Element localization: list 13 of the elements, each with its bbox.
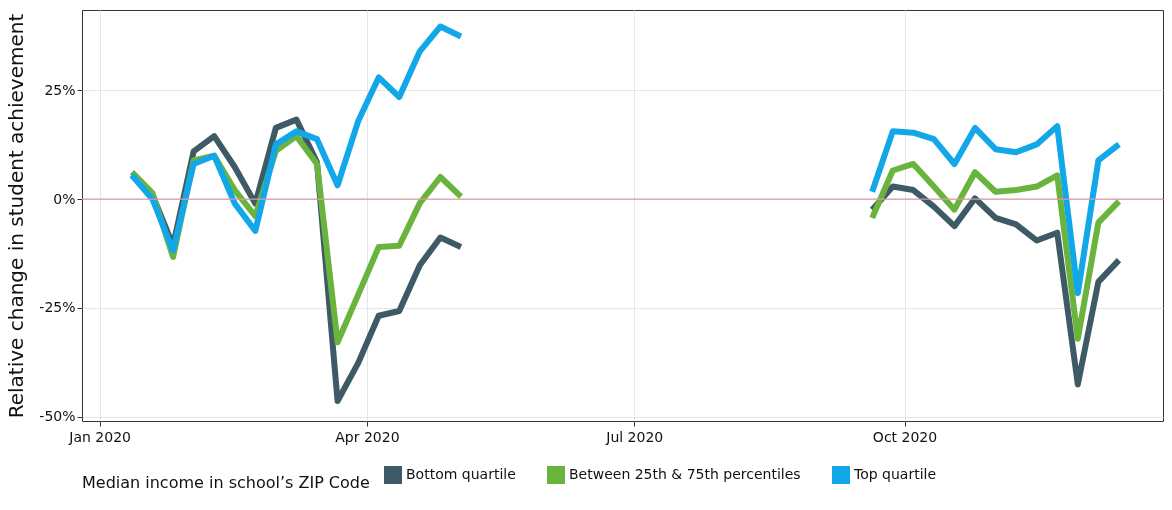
legend-title: Median income in school’s ZIP Code bbox=[82, 473, 370, 492]
x-tick-label: Oct 2020 bbox=[872, 428, 938, 445]
x-tick-label: Apr 2020 bbox=[335, 428, 400, 445]
y-tick-label: -25% bbox=[39, 299, 76, 316]
x-tick-label: Jan 2020 bbox=[68, 428, 131, 445]
legend-label: Bottom quartile bbox=[406, 466, 516, 482]
y-tick-label: 25% bbox=[44, 81, 76, 98]
legend-label: Between 25th & 75th percentiles bbox=[569, 466, 801, 482]
y-axis-title: Relative change in student achievement bbox=[4, 13, 29, 419]
legend-label: Top quartile bbox=[853, 466, 937, 482]
y-tick-label: -50% bbox=[39, 408, 76, 425]
y-tick-label: 0% bbox=[53, 190, 76, 207]
x-tick-label: Jul 2020 bbox=[605, 428, 664, 445]
